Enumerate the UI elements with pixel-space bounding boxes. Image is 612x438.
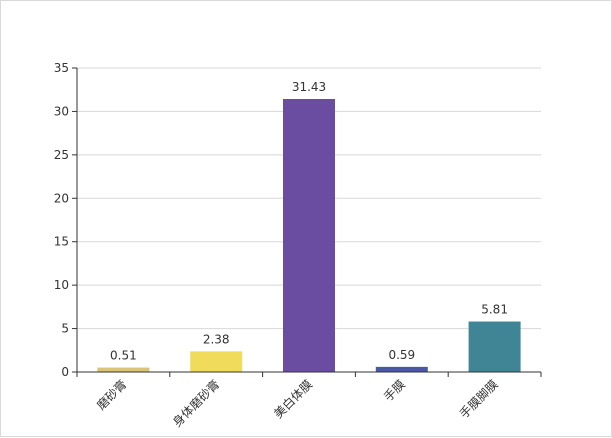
data-label: 5.81 [481,303,508,317]
data-label: 0.59 [388,348,415,362]
bar[interactable] [97,367,150,372]
y-tick-label: 25 [54,148,69,162]
x-category-label: 手膜 [381,377,408,404]
x-category-label: 身体磨砂膏 [169,377,222,430]
bars: 0.51 2.38 31.43 0.59 5.81 [97,80,521,373]
bar[interactable] [190,351,243,372]
y-tick-label: 0 [61,365,69,379]
x-category-label: 美白体膜 [271,377,316,422]
y-tick-label: 10 [54,278,69,292]
bar[interactable] [283,99,335,373]
y-tick-label: 30 [54,104,69,118]
y-tick-label: 35 [54,61,69,75]
x-category-label: 手膜脚膜 [456,377,501,422]
y-axis: 0 5 10 15 20 25 30 35 [54,61,78,379]
y-tick-label: 15 [54,235,69,249]
data-label: 31.43 [292,80,326,94]
data-label: 2.38 [203,332,230,346]
data-label: 0.51 [110,349,137,363]
x-category-label: 磨砂膏 [93,377,129,413]
y-tick-label: 20 [54,191,69,205]
bar[interactable] [468,321,521,372]
y-tick-label: 5 [61,322,69,336]
bar[interactable] [375,366,428,372]
x-axis: 磨砂膏 身体磨砂膏 美白体膜 手膜 手膜脚膜 [76,371,542,430]
